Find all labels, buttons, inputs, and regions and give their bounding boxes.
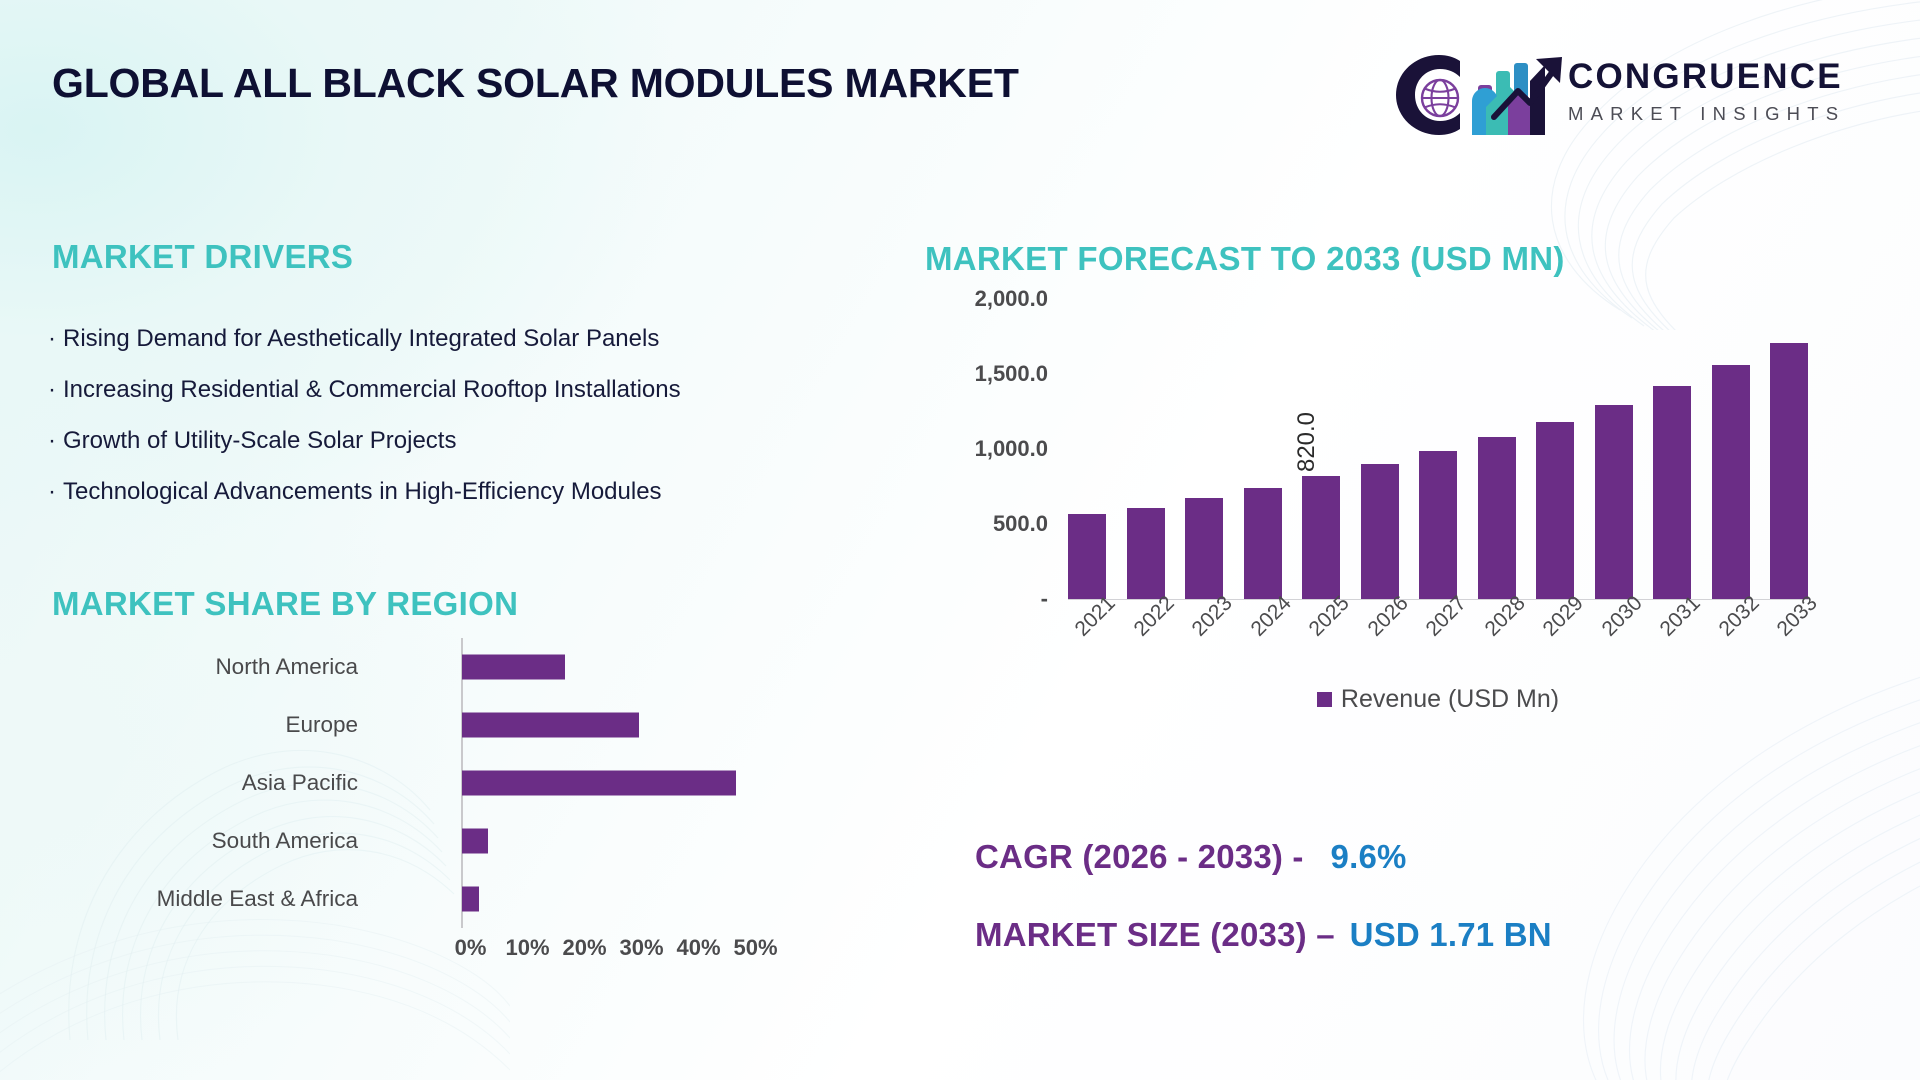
logo-text: CONGRUENCE MARKET INSIGHTS: [1568, 59, 1845, 125]
forecast-bar-wrapper: [1536, 299, 1574, 599]
region-x-tick: 30%: [619, 935, 664, 960]
region-bar-row: Europe: [60, 696, 820, 754]
forecast-bar-wrapper: [1594, 299, 1633, 599]
forecast-bar-wrapper: [1126, 299, 1165, 599]
forecast-bar: [1185, 498, 1223, 599]
market-driver-item: · Increasing Residential & Commercial Roo…: [48, 378, 948, 402]
market-driver-item: · Rising Demand for Aesthetically Integra…: [48, 327, 948, 351]
cagr-label: CAGR (2026 - 2033) -: [975, 838, 1304, 875]
forecast-bar-wrapper: [1653, 299, 1691, 599]
legend-label: Revenue (USD Mn): [1340, 685, 1560, 713]
region-bar-label: Europe: [285, 712, 358, 737]
forecast-bar-wrapper: [1068, 299, 1106, 599]
forecast-bar-wrapper: [1185, 299, 1223, 599]
region-chart-x-ticks: 0% 10% 20% 30% 40% 50%: [442, 935, 862, 961]
market-drivers-heading: MARKET DRIVERS: [52, 238, 354, 275]
forecast-bar: [1536, 421, 1574, 599]
region-bar: [462, 712, 639, 738]
region-x-tick: 50%: [733, 935, 778, 960]
region-bar: [462, 654, 565, 680]
forecast-bar-wrapper: 820.0: [1293, 299, 1340, 599]
market-driver-text: Increasing Residential & Commercial Roof…: [63, 376, 681, 403]
forecast-bar-wrapper: [1711, 299, 1750, 599]
logo-company-name: CONGRUENCE: [1568, 57, 1843, 96]
region-bar-label: North America: [215, 654, 358, 679]
region-x-tick: 0%: [454, 935, 487, 960]
region-x-tick: 40%: [676, 935, 721, 960]
region-bar: [462, 886, 480, 912]
forecast-y-axis: 2,000.0 1,500.0 1,000.0 500.0 -: [930, 286, 1048, 611]
region-bar-row: South America: [60, 812, 820, 870]
region-bar: [462, 828, 488, 854]
forecast-y-tick: 1,500.0: [974, 361, 1048, 386]
forecast-bar: [1068, 514, 1106, 599]
cagr-stat: CAGR (2026 - 2033) - 9.6%: [975, 838, 1552, 876]
forecast-bar-wrapper: [1243, 299, 1282, 599]
forecast-bar: [1360, 464, 1399, 599]
forecast-y-tick: -: [1040, 586, 1048, 611]
forecast-legend: Revenue (USD Mn): [1068, 685, 1808, 714]
market-forecast-chart: 2,000.0 1,500.0 1,000.0 500.0- 820.0 2021 20…: [930, 286, 1830, 713]
forecast-bars: 820.0: [1068, 299, 1808, 599]
forecast-bar-wrapper: [1477, 299, 1516, 599]
forecast-bar: [1419, 451, 1457, 599]
forecast-bar: [1243, 487, 1282, 599]
region-bar-row: Asia Pacific: [60, 754, 820, 812]
market-size-value: USD 1.71 BN: [1349, 916, 1552, 953]
region-bar-label: South America: [211, 828, 358, 853]
forecast-bar-wrapper: [1419, 299, 1457, 599]
logo-tagline: MARKET INSIGHTS: [1568, 103, 1846, 124]
market-drivers-list: · Rising Demand for Aesthetically Integra…: [48, 327, 948, 531]
market-driver-item: · Technological Advancements in High-Effi…: [48, 480, 948, 504]
forecast-bar: [1770, 342, 1808, 599]
forecast-bar-wrapper: [1360, 299, 1399, 599]
region-chart-axis-line: [461, 638, 463, 928]
region-bar-label: Asia Pacific: [241, 770, 358, 795]
market-driver-text: Technological Advancements in High-Effic…: [63, 478, 662, 505]
market-driver-text: Growth of Utility-Scale Solar Projects: [63, 427, 457, 454]
forecast-bar-wrapper: [1770, 299, 1808, 599]
forecast-bar: [1594, 404, 1633, 599]
legend-swatch-icon: [1316, 692, 1332, 707]
market-size-stat: MARKET SIZE (2033) – USD 1.71 BN: [975, 916, 1552, 954]
forecast-y-tick: 1,000.0: [974, 436, 1048, 461]
forecast-bar: [1477, 437, 1516, 599]
region-x-tick: 10%: [505, 935, 550, 960]
forecast-bar: [1302, 476, 1340, 599]
forecast-bar: [1126, 507, 1165, 599]
market-share-by-region-chart: North America Europe Asia Pacific South Ame…: [60, 638, 820, 968]
market-driver-item: · Growth of Utility-Scale Solar Projects: [48, 429, 948, 453]
market-size-label: MARKET SIZE (2033) –: [975, 916, 1335, 953]
region-bar-row: Middle East & Africa: [60, 870, 820, 928]
market-driver-text: Rising Demand for Aesthetically Integrat…: [63, 325, 660, 352]
market-forecast-heading: MARKET FORECAST TO 2033 (USD MN): [925, 240, 1565, 277]
forecast-y-tick: 500.0: [992, 511, 1048, 536]
bullet-icon: ·: [48, 376, 56, 403]
market-share-heading: MARKET SHARE BY REGION: [52, 585, 519, 622]
page-title: GLOBAL ALL BLACK SOLAR MODULES MARKET: [52, 60, 1019, 106]
region-bar-row: North America: [60, 638, 820, 696]
region-bar: [462, 770, 736, 796]
bullet-icon: ·: [48, 325, 56, 352]
region-chart-rows: North America Europe Asia Pacific South Ame…: [60, 638, 820, 928]
forecast-y-tick: 2,000.0: [974, 286, 1048, 311]
bullet-icon: ·: [48, 427, 56, 454]
brand-logo: CONGRUENCE MARKET INSIGHTS: [1390, 47, 1880, 143]
forecast-bar-data-label: 820.0: [1293, 411, 1320, 473]
cagr-value: 9.6%: [1330, 838, 1407, 875]
logo-mark-icon: [1390, 51, 1565, 139]
forecast-plot-area: 820.0: [1068, 300, 1808, 600]
forecast-bar: [1711, 365, 1750, 599]
bullet-icon: ·: [48, 478, 56, 505]
region-bar-label: Middle East & Africa: [156, 886, 358, 911]
forecast-bar: [1653, 386, 1691, 599]
summary-stats: CAGR (2026 - 2033) - 9.6% MARKET SIZE (2…: [975, 838, 1552, 994]
region-x-tick: 20%: [562, 935, 607, 960]
